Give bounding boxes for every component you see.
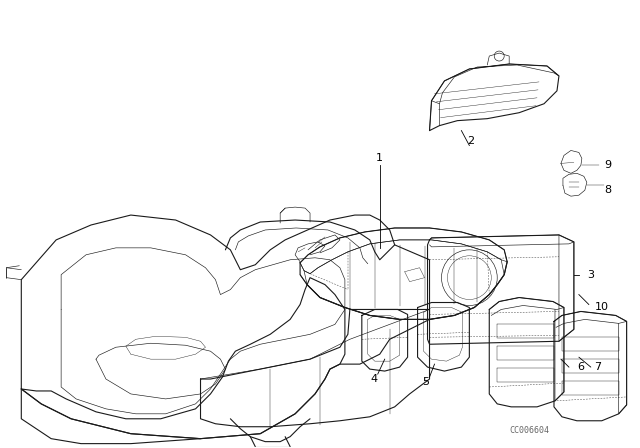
Text: CC006604: CC006604 — [509, 426, 549, 435]
Text: 3: 3 — [587, 270, 594, 280]
Text: 10: 10 — [595, 302, 609, 312]
Text: 6: 6 — [577, 362, 584, 372]
Text: 7: 7 — [594, 362, 601, 372]
Text: 5: 5 — [422, 377, 429, 387]
Text: 9: 9 — [604, 160, 611, 170]
Text: 1: 1 — [376, 153, 383, 164]
Text: 4: 4 — [370, 374, 378, 384]
Text: 8: 8 — [604, 185, 611, 195]
Text: 2: 2 — [467, 136, 474, 146]
